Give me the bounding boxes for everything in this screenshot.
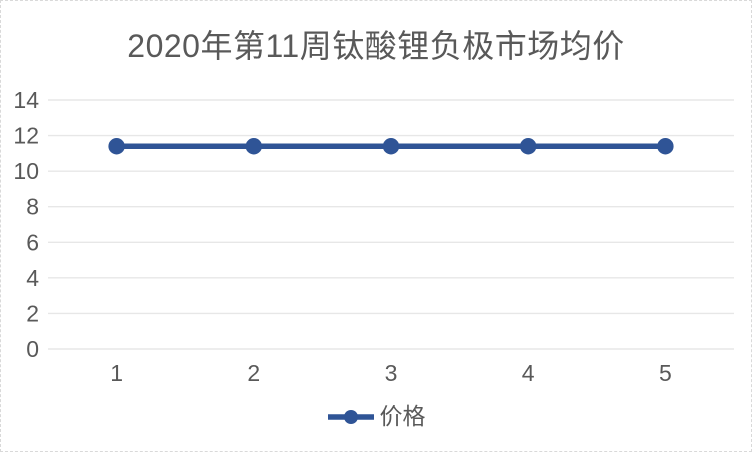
data-point-marker [520, 138, 537, 155]
data-point-marker [108, 138, 125, 155]
x-axis-tick-label: 5 [659, 360, 672, 386]
y-axis-tick-label: 6 [26, 229, 39, 255]
legend: 价格 [1, 405, 751, 428]
y-axis-tick-label: 0 [26, 336, 39, 362]
x-axis-tick-label: 3 [385, 360, 398, 386]
legend-label: 价格 [379, 403, 426, 429]
y-axis-tick-label: 4 [26, 265, 39, 291]
data-point-marker [382, 138, 400, 155]
legend-line-marker-icon [327, 409, 374, 424]
x-axis-tick-label: 4 [522, 360, 535, 386]
x-axis-tick-label: 1 [110, 360, 123, 386]
y-axis-tick-label: 2 [26, 300, 39, 326]
y-axis-tick-label: 14 [13, 87, 39, 113]
y-axis-tick-label: 12 [13, 123, 39, 149]
x-axis-tick-label: 2 [247, 360, 260, 386]
y-axis-tick-label: 8 [26, 194, 39, 220]
data-point-marker [657, 138, 674, 155]
chart-title: 2020年第11周钛酸锂负极市场均价 [127, 28, 625, 64]
y-axis-tick-label: 10 [13, 158, 39, 184]
data-point-marker [245, 138, 262, 155]
